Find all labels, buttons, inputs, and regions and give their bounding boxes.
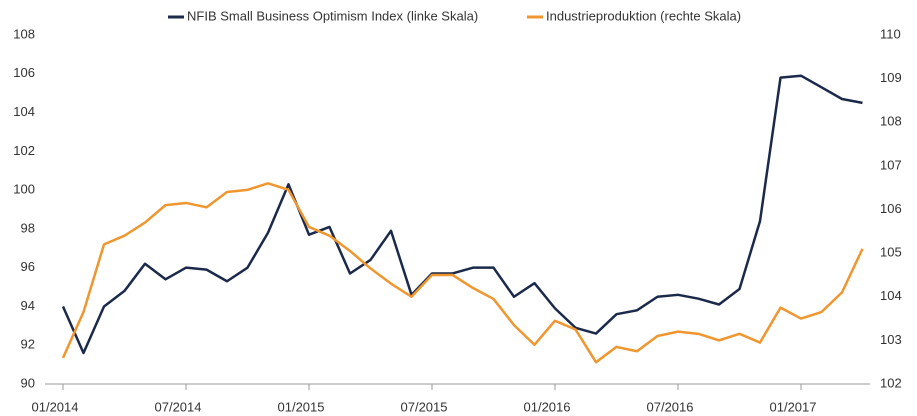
x-tick-label: 01/2016	[524, 399, 571, 414]
y2-tick-label: 106	[880, 201, 902, 216]
y-tick-label: 94	[21, 298, 35, 313]
y2-tick-label: 109	[880, 70, 902, 85]
legend-label: NFIB Small Business Optimism Index (link…	[187, 8, 478, 23]
y2-tick-label: 108	[880, 114, 902, 129]
y2-tick-label: 105	[880, 245, 902, 260]
x-tick-label: 01/2015	[278, 399, 325, 414]
y2-tick-label: 102	[880, 375, 902, 390]
data-line	[61, 74, 863, 355]
y-tick-label: 102	[13, 143, 35, 158]
y-tick-label: 98	[21, 220, 35, 235]
y2-tick-label: 107	[880, 157, 902, 172]
y-tick-label: 108	[13, 26, 35, 41]
y-tick-label: 96	[21, 259, 35, 274]
y2-tick-label: 103	[880, 332, 902, 347]
x-tick-label: 07/2016	[647, 399, 694, 414]
x-tick-label: 01/2017	[770, 399, 817, 414]
y-tick-label: 106	[13, 65, 35, 80]
y-tick-label: 104	[13, 104, 35, 119]
x-tick-label: 01/2014	[32, 399, 79, 414]
x-tick-label: 07/2014	[155, 399, 202, 414]
y2-tick-label: 110	[880, 26, 901, 41]
y2-tick-label: 104	[880, 288, 902, 303]
y-tick-label: 92	[21, 337, 35, 352]
y-tick-label: 100	[13, 182, 35, 197]
data-line	[61, 182, 864, 364]
y-tick-label: 90	[21, 375, 35, 390]
x-tick-label: 07/2015	[401, 399, 448, 414]
legend-label: Industrieproduktion (rechte Skala)	[546, 8, 741, 23]
